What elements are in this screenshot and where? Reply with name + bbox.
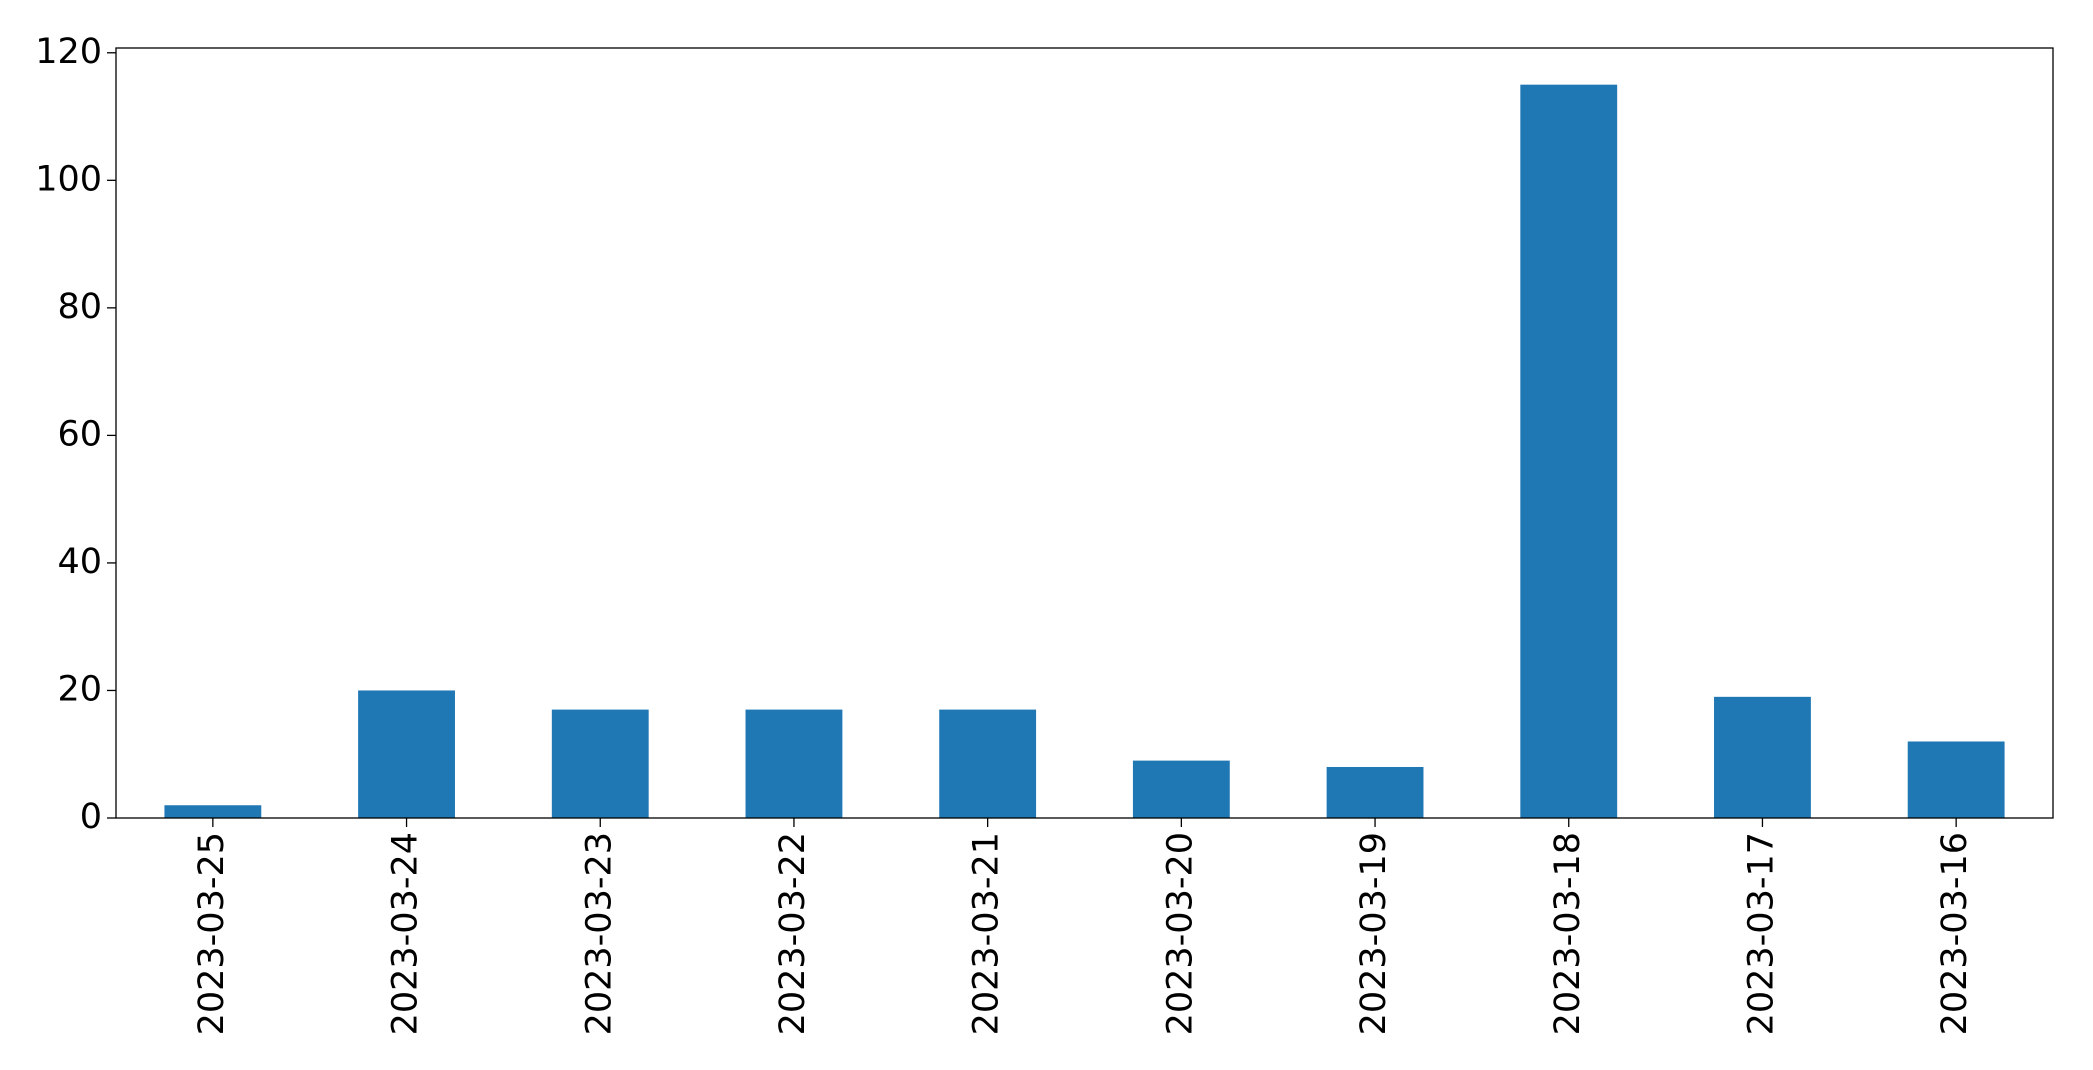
x-tick-label: 2023-03-22 <box>773 832 813 1035</box>
plot-frame <box>115 47 2054 819</box>
bar <box>358 690 455 818</box>
bar <box>1907 741 2005 818</box>
bar <box>1714 696 1811 818</box>
y-tick-label: 120 <box>35 32 102 72</box>
x-tick-label: 2023-03-24 <box>386 832 426 1035</box>
bar <box>1326 766 1424 818</box>
bar <box>745 709 843 818</box>
bar <box>939 709 1037 818</box>
y-tick-label: 60 <box>57 414 102 454</box>
x-tick-label: 2023-03-21 <box>967 832 1007 1035</box>
bar <box>1132 760 1230 818</box>
x-tick-label: 2023-03-17 <box>1741 832 1781 1035</box>
bar <box>551 709 649 818</box>
y-tick-label: 0 <box>80 797 102 837</box>
x-tick-label: 2023-03-23 <box>579 832 619 1035</box>
bar <box>164 805 262 818</box>
x-tick-label: 2023-03-18 <box>1548 832 1588 1035</box>
x-tick-label: 2023-03-16 <box>1935 832 1975 1035</box>
bar <box>1520 84 1618 818</box>
y-tick-label: 80 <box>57 287 102 327</box>
x-tick-label: 2023-03-20 <box>1160 832 1200 1035</box>
x-tick-label: 2023-03-25 <box>192 832 232 1035</box>
y-tick-label: 40 <box>57 542 102 582</box>
y-tick-label: 20 <box>57 669 102 709</box>
y-tick-label: 100 <box>35 159 102 199</box>
x-tick-label: 2023-03-19 <box>1354 832 1394 1035</box>
